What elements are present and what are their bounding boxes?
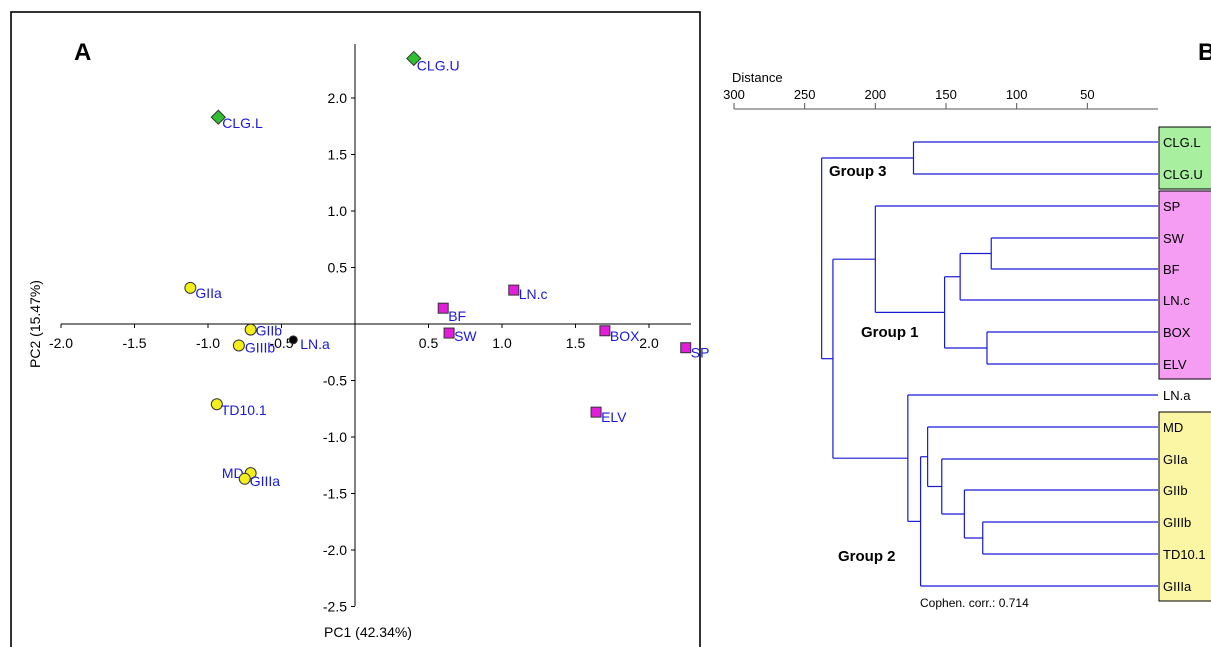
leaf-label-giiia: GIIIa: [1163, 579, 1192, 594]
point-label-giia: GIIa: [195, 285, 222, 301]
point-label-box: BOX: [610, 328, 640, 344]
leaf-label-giib: GIIb: [1163, 483, 1188, 498]
x-tick-label: -1.5: [122, 335, 146, 351]
x-tick-label: 0.5: [419, 335, 439, 351]
distance-tick-label: 300: [723, 87, 745, 102]
dendrogram-panel: B Distance 300 250 200 150 100 50 CLG.L CLG.U S…: [723, 39, 1211, 610]
x-tick-label: 1.5: [566, 335, 586, 351]
y-tick-label: 2.0: [328, 90, 348, 106]
point-label-giib: GIIb: [256, 323, 283, 339]
point-label-ln-c: LN.c: [519, 286, 548, 302]
point-label-clg-l: CLG.L: [222, 115, 263, 131]
group-box: [1159, 191, 1211, 379]
point-label-clg-u: CLG.U: [417, 57, 460, 73]
point-marker-ln-c: [509, 285, 519, 295]
point-marker-box: [600, 326, 610, 336]
group-label: Group 2: [838, 548, 896, 565]
pca-scatter-panel: A -2.0 -1.5 -1.0 -0.5 0.5 1.0 1.5 2.0 2.0 1.5 1.0…: [11, 12, 709, 647]
group-label: Group 3: [829, 163, 887, 180]
point-marker-sp: [681, 343, 691, 353]
cophenetic-correlation-note: Cophen. corr.: 0.714: [920, 596, 1029, 610]
panel-a-label: A: [74, 39, 91, 66]
x-tick-label: 1.0: [492, 335, 512, 351]
leaf-label-elv: ELV: [1163, 357, 1187, 372]
distance-tick-label: 200: [864, 87, 886, 102]
leaf-label-td10-1: TD10.1: [1163, 547, 1206, 562]
leaf-label-clg-u: CLG.U: [1163, 167, 1203, 182]
distance-axis-title: Distance: [732, 70, 783, 85]
distance-tick-label: 150: [935, 87, 957, 102]
y-tick-label: -2.0: [323, 542, 347, 558]
point-label-sp: SP: [691, 345, 710, 361]
y-tick-label: -1.5: [323, 486, 347, 502]
group-label: Group 1: [861, 324, 919, 341]
y-tick-label: -0.5: [323, 373, 347, 389]
point-marker-ln-a: [289, 336, 297, 344]
leaf-label-ln-c: LN.c: [1163, 293, 1190, 308]
point-marker-giiib: [233, 340, 244, 351]
leaf-label-bf: BF: [1163, 262, 1180, 277]
point-label-elv: ELV: [601, 409, 627, 425]
point-marker-giib: [245, 324, 256, 335]
point-label-giiia: GIIIa: [250, 473, 281, 489]
point-marker-elv: [591, 407, 601, 417]
x-tick-label: -2.0: [49, 335, 73, 351]
y-tick-label: 0.5: [328, 260, 348, 276]
point-marker-giia: [185, 282, 196, 293]
panel-b-label: B: [1198, 39, 1211, 66]
distance-tick-label: 100: [1006, 87, 1028, 102]
x-tick-label: -1.0: [196, 335, 220, 351]
leaf-label-giia: GIIa: [1163, 452, 1188, 467]
leaf-label-ln-a: LN.a: [1163, 388, 1191, 403]
x-axis-title: PC1 (42.34%): [324, 624, 412, 640]
y-tick-label: 1.0: [328, 203, 348, 219]
point-label-sw: SW: [454, 328, 477, 344]
group-box: [1159, 412, 1211, 601]
point-label-bf: BF: [448, 308, 466, 324]
point-marker-bf: [438, 303, 448, 313]
leaf-label-giiib: GIIIb: [1163, 515, 1191, 530]
point-marker-giiia: [239, 473, 250, 484]
x-tick-label: 2.0: [639, 335, 659, 351]
y-tick-label: -1.0: [323, 429, 347, 445]
point-marker-sw: [444, 328, 454, 338]
point-label-ln-a: LN.a: [300, 336, 330, 352]
distance-tick-label: 50: [1080, 87, 1094, 102]
leaf-label-sw: SW: [1163, 231, 1185, 246]
y-tick-label: -2.5: [323, 599, 347, 615]
y-tick-label: 1.5: [328, 147, 348, 163]
point-label-td10-1: TD10.1: [221, 402, 267, 418]
point-label-giiib: GIIIb: [245, 339, 276, 355]
leaf-label-md: MD: [1163, 420, 1183, 435]
leaf-label-sp: SP: [1163, 199, 1180, 214]
distance-tick-label: 250: [794, 87, 816, 102]
leaf-label-box: BOX: [1163, 325, 1191, 340]
y-axis-title: PC2 (15.47%): [27, 280, 43, 368]
leaf-label-clg-l: CLG.L: [1163, 135, 1201, 150]
